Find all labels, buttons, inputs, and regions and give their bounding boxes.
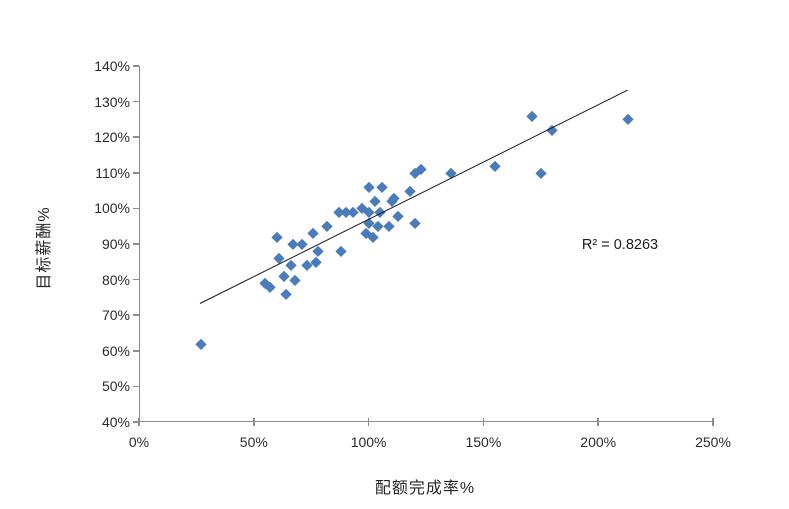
y-tick-label: 80%: [101, 271, 130, 288]
r-squared-annotation: R² = 0.8263: [581, 237, 659, 253]
x-tick-mark: [482, 418, 485, 426]
y-tick-mark: [133, 278, 139, 281]
y-tick-mark: [133, 100, 139, 103]
y-tick-mark: [133, 350, 139, 352]
y-tick-mark: [133, 136, 139, 138]
y-tick-mark: [133, 314, 139, 316]
y-tick-label: 90%: [101, 236, 130, 252]
plot-area: [139, 66, 713, 422]
x-tick-mark: [712, 418, 714, 426]
x-tick-mark: [138, 418, 140, 426]
x-axis-title: 配额完成率%: [374, 480, 476, 497]
y-tick-mark: [133, 385, 139, 388]
x-tick-mark: [367, 418, 370, 426]
y-axis-title: 目标薪酬%: [36, 206, 53, 290]
x-tick-mark: [597, 418, 599, 426]
y-tick-label: 120%: [94, 129, 130, 146]
y-tick-label: 140%: [94, 58, 130, 74]
y-tick-mark: [133, 243, 139, 245]
y-tick-mark: [133, 421, 139, 423]
y-tick-label: 100%: [94, 200, 130, 217]
x-tick-label: 200%: [580, 434, 617, 450]
y-tick-label: 50%: [101, 378, 130, 395]
y-tick-mark: [133, 207, 139, 210]
y-tick-label: 110%: [95, 164, 130, 181]
y-tick-mark: [133, 172, 139, 174]
x-tick-label: 100%: [350, 434, 387, 450]
x-tick-label: 50%: [239, 434, 268, 450]
y-tick-label: 130%: [94, 93, 130, 110]
x-tick-label: 250%: [695, 434, 731, 450]
y-tick-label: 60%: [101, 342, 130, 359]
x-tick-label: 0%: [128, 434, 150, 450]
y-tick-label: 70%: [101, 307, 130, 324]
y-tick-mark: [133, 65, 139, 67]
y-tick-label: 40%: [101, 414, 130, 430]
x-tick-label: 150%: [465, 434, 502, 450]
x-tick-mark: [253, 418, 255, 426]
